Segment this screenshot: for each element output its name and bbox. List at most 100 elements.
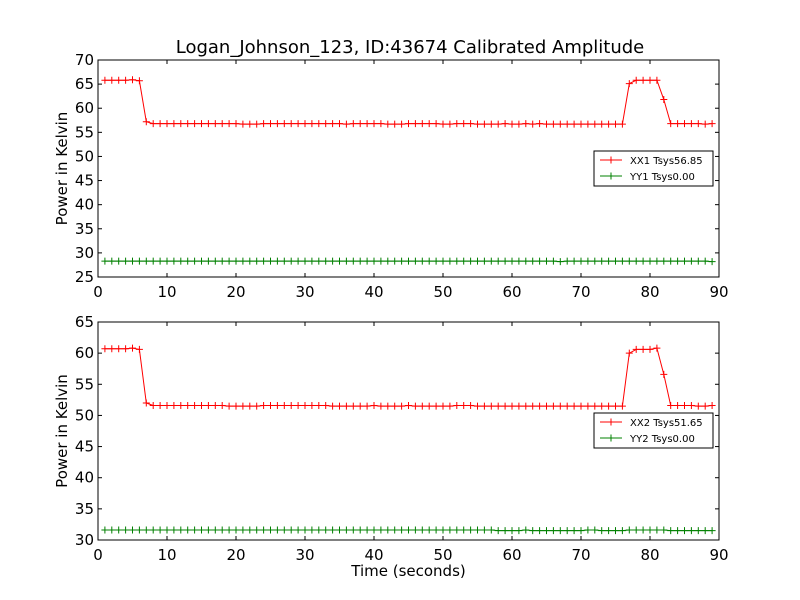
y-tick-label: 60 [75,344,94,362]
data-point [115,526,123,534]
y-tick-label: 30 [75,244,94,262]
data-point [142,399,150,407]
data-point [708,258,716,266]
data-point [563,402,571,410]
data-point [184,526,192,534]
data-point [370,120,378,128]
data-point [301,526,309,534]
data-point [198,526,205,534]
data-point [405,257,412,265]
data-point [522,526,530,534]
data-point [687,257,695,265]
data-point [336,402,343,410]
data-point [681,527,688,535]
y-tick-label: 45 [75,172,94,190]
data-point [370,526,378,534]
data-point [480,402,488,410]
data-point [142,118,150,126]
data-point [218,526,226,534]
y-tick-label: 30 [75,531,94,549]
data-point [363,257,371,265]
data-point [708,401,716,409]
x-tick-label: 10 [157,546,176,564]
y-tick-label: 55 [75,375,94,393]
data-point [287,401,295,409]
data-point [598,527,606,535]
data-point [694,257,702,265]
data-point [363,526,371,534]
legend-label: YY1 Tsys0.00 [629,172,695,183]
data-point [115,345,123,353]
data-point [287,120,295,128]
data-point [204,401,212,409]
data-point [115,76,123,84]
data-point [294,526,302,534]
data-point [543,257,550,265]
data-point [674,257,682,265]
data-point [177,257,185,265]
data-point [218,257,226,265]
data-point [674,401,682,409]
data-point [342,402,350,410]
data-point [494,120,502,128]
data-point [184,257,192,265]
legend-box [593,412,714,449]
data-point [570,120,578,128]
data-point [660,370,668,378]
data-point [701,257,709,265]
data-point [342,257,350,265]
data-point [515,120,523,128]
data-point [260,257,268,265]
upper-plot: 0 10 20 30 40 50 60 70 80 90 25 30 35 40 45 50 55 60 65 70 P… [53,51,729,301]
y-tick-label: 40 [75,469,94,487]
data-point [370,401,378,409]
data-point [522,257,530,265]
data-point [453,120,461,128]
data-point [198,257,205,265]
data-point [163,526,171,534]
data-point [294,401,302,409]
data-point [225,402,233,410]
data-point [239,526,247,534]
data-point [425,526,433,534]
data-point [301,120,309,128]
data-point [605,257,613,265]
data-point [646,526,654,534]
data-point [556,527,564,535]
data-point [508,527,516,535]
data-point [391,402,399,410]
data-point [460,526,468,534]
data-point [646,257,654,265]
data-point [204,526,212,534]
legend: XX1 Tsys56.85 YY1 Tsys0.00 [593,150,714,187]
data-point [177,526,185,534]
data-point [653,76,661,84]
data-point [508,402,516,410]
data-point [191,120,199,128]
data-point [681,257,688,265]
data-point [322,526,330,534]
data-point [405,401,412,409]
data-point [405,120,412,128]
data-point [384,526,392,534]
data-point [501,257,509,265]
data-point [156,257,164,265]
data-point [225,257,233,265]
data-point [329,526,337,534]
data-point [515,527,523,535]
data-point [246,257,254,265]
y-tick-label: 40 [75,196,94,214]
data-point [701,402,709,410]
data-point [170,257,178,265]
data-point [156,120,164,128]
data-point [315,257,323,265]
data-point [480,526,488,534]
data-point [543,527,550,535]
x-tick-label: 90 [709,546,728,564]
data-point [342,120,350,128]
data-point [701,120,709,128]
data-point [701,527,709,535]
legend: XX2 Tsys51.65 YY2 Tsys0.00 [593,412,714,449]
data-point [598,120,606,128]
data-point [267,257,274,265]
